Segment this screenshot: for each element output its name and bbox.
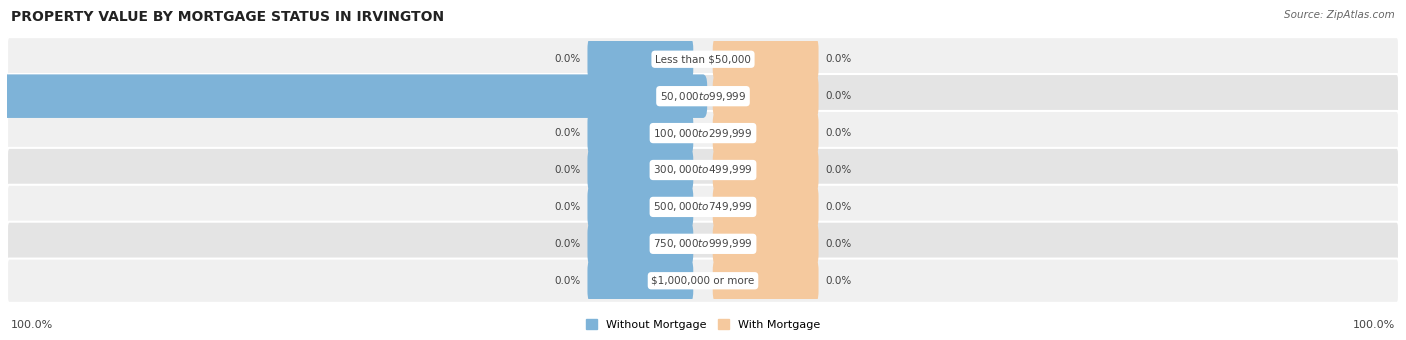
Text: Less than $50,000: Less than $50,000 <box>655 54 751 64</box>
FancyBboxPatch shape <box>713 37 818 81</box>
Text: $500,000 to $749,999: $500,000 to $749,999 <box>654 200 752 214</box>
Text: PROPERTY VALUE BY MORTGAGE STATUS IN IRVINGTON: PROPERTY VALUE BY MORTGAGE STATUS IN IRV… <box>11 10 444 24</box>
FancyBboxPatch shape <box>588 37 693 81</box>
Text: 0.0%: 0.0% <box>825 128 852 138</box>
Text: $100,000 to $299,999: $100,000 to $299,999 <box>654 126 752 140</box>
FancyBboxPatch shape <box>713 259 818 303</box>
Text: 0.0%: 0.0% <box>554 54 581 64</box>
FancyBboxPatch shape <box>588 148 693 192</box>
FancyBboxPatch shape <box>7 222 1399 266</box>
Text: 0.0%: 0.0% <box>554 239 581 249</box>
Text: Source: ZipAtlas.com: Source: ZipAtlas.com <box>1284 10 1395 20</box>
FancyBboxPatch shape <box>713 148 818 192</box>
Text: 0.0%: 0.0% <box>825 165 852 175</box>
FancyBboxPatch shape <box>588 222 693 266</box>
FancyBboxPatch shape <box>7 148 1399 192</box>
FancyBboxPatch shape <box>588 111 693 155</box>
FancyBboxPatch shape <box>7 259 1399 303</box>
FancyBboxPatch shape <box>7 74 1399 118</box>
FancyBboxPatch shape <box>713 74 818 118</box>
Legend: Without Mortgage, With Mortgage: Without Mortgage, With Mortgage <box>586 319 820 330</box>
Text: $1,000,000 or more: $1,000,000 or more <box>651 276 755 286</box>
FancyBboxPatch shape <box>588 259 693 303</box>
Text: 0.0%: 0.0% <box>554 202 581 212</box>
FancyBboxPatch shape <box>0 74 707 118</box>
Text: 100.0%: 100.0% <box>1353 320 1395 330</box>
FancyBboxPatch shape <box>7 37 1399 81</box>
Text: 0.0%: 0.0% <box>825 276 852 286</box>
FancyBboxPatch shape <box>713 222 818 266</box>
Text: $50,000 to $99,999: $50,000 to $99,999 <box>659 90 747 103</box>
Text: 100.0%: 100.0% <box>11 320 53 330</box>
Text: $750,000 to $999,999: $750,000 to $999,999 <box>654 237 752 250</box>
FancyBboxPatch shape <box>713 185 818 229</box>
FancyBboxPatch shape <box>7 111 1399 155</box>
Text: 0.0%: 0.0% <box>825 239 852 249</box>
Text: 0.0%: 0.0% <box>825 91 852 101</box>
Text: 0.0%: 0.0% <box>554 165 581 175</box>
Text: 0.0%: 0.0% <box>825 202 852 212</box>
FancyBboxPatch shape <box>713 111 818 155</box>
Text: 0.0%: 0.0% <box>554 276 581 286</box>
FancyBboxPatch shape <box>7 185 1399 229</box>
Text: 0.0%: 0.0% <box>825 54 852 64</box>
Text: 0.0%: 0.0% <box>554 128 581 138</box>
Text: $300,000 to $499,999: $300,000 to $499,999 <box>654 164 752 176</box>
FancyBboxPatch shape <box>588 185 693 229</box>
